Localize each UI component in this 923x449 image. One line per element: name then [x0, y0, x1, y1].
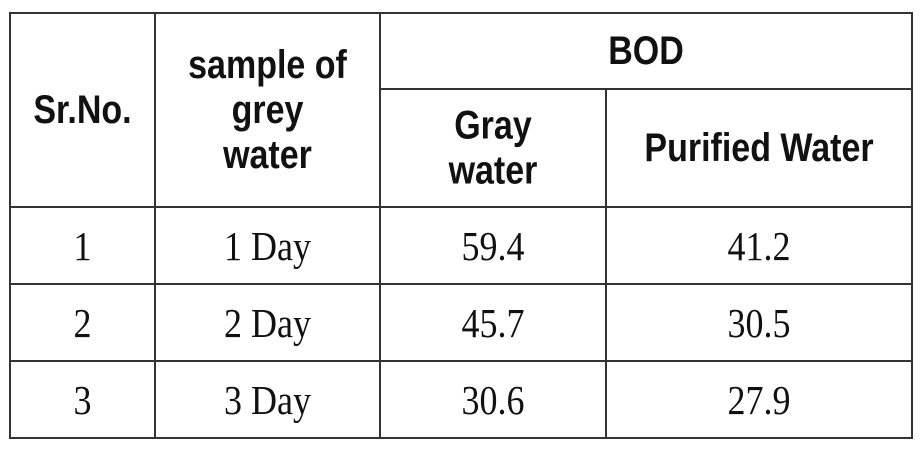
cell-purified: 30.5 — [605, 283, 913, 362]
cell-purified: 41.2 — [605, 206, 913, 285]
bod-table: Sr.No. sample of grey water BOD Gray wat… — [9, 12, 913, 439]
cell-sample-value: 3 Day — [224, 376, 311, 423]
header-row-2: Gray water Purified Water — [10, 88, 913, 208]
table-row: 2 2 Day 45.7 30.5 — [9, 283, 913, 362]
header-row-1: Sr.No. sample of grey water BOD — [9, 12, 913, 208]
header-sample-line2: grey — [231, 87, 304, 133]
cell-gray: 59.4 — [379, 206, 607, 285]
cell-sr-value: 2 — [73, 299, 92, 346]
header-sr-no: Sr.No. — [9, 12, 156, 208]
cell-sample: 1 Day — [154, 206, 381, 285]
cell-sr-value: 3 — [73, 376, 92, 423]
header-bod-group: BOD — [379, 12, 913, 90]
cell-sr: 2 — [9, 283, 156, 362]
header-gray-line1: Gray — [454, 103, 532, 148]
cell-sr-value: 1 — [73, 222, 92, 269]
cell-purified: 27.9 — [605, 360, 913, 439]
cell-sample-value: 2 Day — [224, 299, 311, 346]
cell-sample-value: 1 Day — [224, 222, 311, 269]
header-purified-label: Purified Water — [644, 125, 874, 171]
cell-purified-value: 27.9 — [727, 376, 791, 423]
cell-sample: 3 Day — [154, 360, 381, 439]
cell-sr: 3 — [9, 360, 156, 439]
cell-purified-value: 30.5 — [727, 299, 791, 346]
table-row: 3 3 Day 30.6 27.9 — [9, 360, 913, 439]
header-gray-line2: water — [448, 148, 538, 193]
cell-purified-value: 41.2 — [727, 222, 791, 269]
cell-gray-value: 45.7 — [461, 299, 525, 346]
cell-gray-value: 30.6 — [461, 376, 525, 423]
cell-gray: 30.6 — [379, 360, 607, 439]
header-purified-water: Purified Water — [605, 88, 913, 208]
header-sample-line1: sample of — [188, 42, 347, 88]
cell-sr: 1 — [9, 206, 156, 285]
cell-gray: 45.7 — [379, 283, 607, 362]
cell-gray-value: 59.4 — [461, 222, 525, 269]
header-sample-line3: water — [223, 132, 312, 178]
header-bod-label: BOD — [608, 28, 684, 74]
header-gray-water-label: Gray water — [449, 103, 538, 193]
table-row: 1 1 Day 59.4 41.2 — [9, 206, 913, 285]
cell-sample: 2 Day — [154, 283, 381, 362]
header-gray-water: Gray water — [379, 88, 607, 208]
header-sample: sample of grey water — [154, 12, 381, 208]
header-sample-label: sample of grey water — [188, 43, 347, 178]
header-sr-no-label: Sr.No. — [33, 87, 132, 133]
